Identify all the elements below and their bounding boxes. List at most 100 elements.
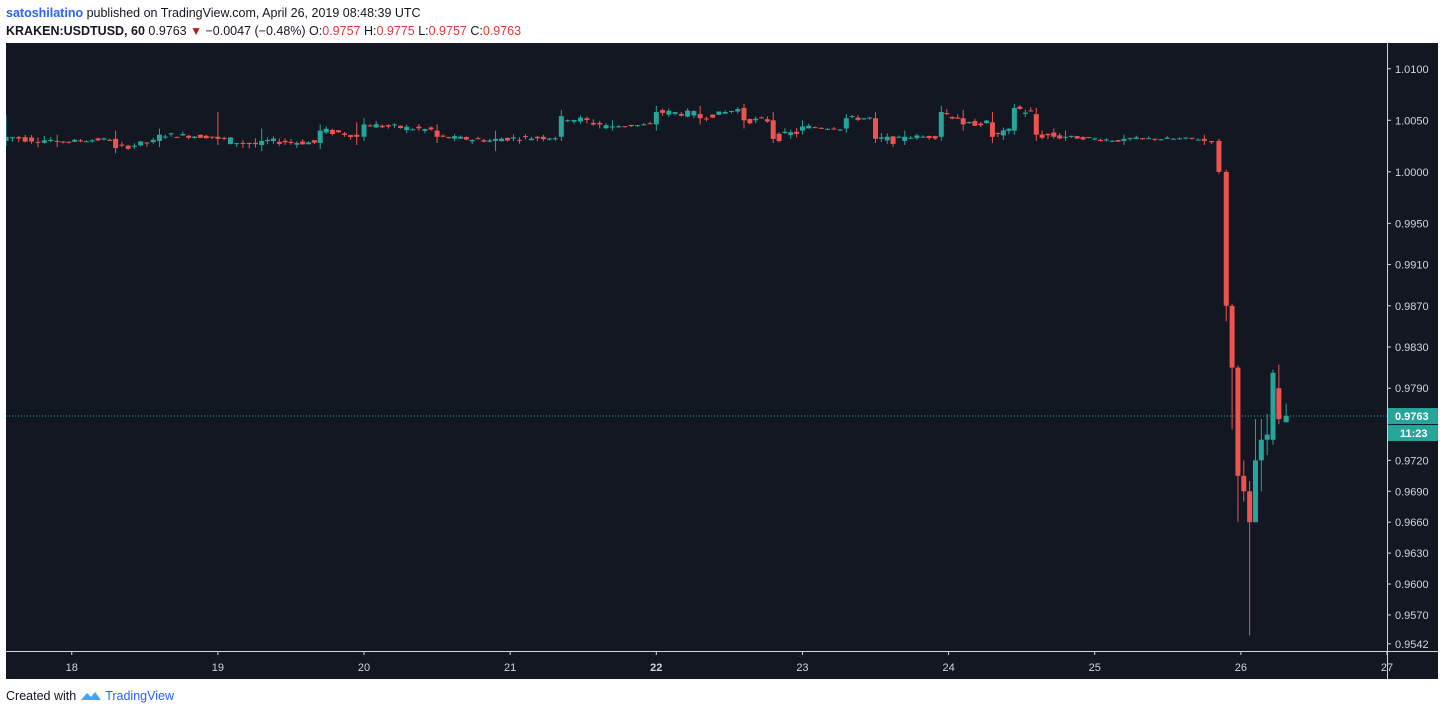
candle-down (446, 137, 452, 139)
y-tick-label: 0.9910 (1395, 260, 1429, 272)
candle-down (1241, 475, 1247, 492)
y-tick-label: 0.9690 (1395, 486, 1429, 498)
candle-up (227, 137, 233, 145)
y-tick-label: 0.9600 (1395, 579, 1429, 591)
candle-down (335, 130, 341, 133)
candle-down (1140, 138, 1146, 140)
candle-up (361, 124, 367, 137)
candle-up (168, 133, 174, 135)
candle-down (759, 117, 765, 119)
candle-down (540, 136, 546, 140)
candle-down (678, 113, 684, 116)
candle-down (1098, 139, 1104, 141)
tradingview-brand[interactable]: TradingView (80, 689, 174, 703)
down-arrow-icon: ▼ (190, 24, 202, 38)
candle-down (22, 137, 28, 142)
countdown-badge (1388, 425, 1438, 442)
candle-down (1201, 138, 1207, 141)
candle-down (812, 127, 818, 129)
candle-up (259, 140, 265, 146)
chart-background (6, 43, 1438, 679)
candle-down (119, 144, 125, 146)
candle-down (1080, 137, 1086, 140)
candle-up (1146, 138, 1152, 140)
candle-down (428, 127, 434, 130)
candlestick-chart[interactable]: 1.0100 1.0050 1.0000 0.9950 0.9910 0.9870 0.98… (6, 43, 1438, 679)
candle-down (475, 138, 481, 140)
candle-up (685, 110, 691, 117)
candle-down (379, 125, 385, 128)
price-change: −0.0047 (−0.48%) (205, 24, 306, 38)
candle-down (1189, 137, 1195, 139)
publish-line: satoshilatino published on TradingView.c… (6, 4, 521, 22)
y-tick-label: 0.9950 (1395, 218, 1429, 230)
candle-up (1062, 136, 1068, 138)
candle-down (1152, 138, 1158, 140)
candle-up (843, 118, 849, 129)
candle-down (1276, 388, 1282, 420)
x-tick-label: 24 (942, 662, 954, 674)
symbol-label: KRAKEN:USDTUSD, 60 (6, 24, 145, 38)
candle-up (938, 112, 944, 137)
candle-up (565, 120, 571, 122)
candle-up (89, 140, 95, 142)
candle-down (1115, 140, 1121, 142)
candle-down (174, 136, 180, 138)
candle-up (735, 109, 741, 112)
candle-up (914, 135, 920, 139)
candle-up (1195, 139, 1201, 141)
open-label: O: (309, 24, 323, 38)
candle-down (989, 122, 995, 137)
candle-up (984, 120, 990, 124)
candle-up (653, 112, 659, 125)
candle-up (558, 116, 564, 137)
candle-up (1022, 112, 1028, 114)
candle-down (209, 136, 215, 138)
last-price-badge (1388, 408, 1438, 425)
candle-up (469, 139, 475, 142)
candle-down (794, 131, 800, 134)
candle-down (955, 117, 961, 119)
candle-down (597, 123, 603, 125)
candle-up (672, 112, 678, 114)
candle-up (162, 136, 168, 138)
candle-down (1086, 137, 1092, 139)
candle-down (890, 136, 896, 144)
x-tick-label: 25 (1089, 662, 1101, 674)
candle-up (691, 111, 697, 116)
x-tick-label: 20 (358, 662, 370, 674)
candle-down (1074, 136, 1080, 139)
candle-down (522, 136, 528, 138)
candle-down (818, 127, 824, 129)
y-tick-label: 1.0100 (1395, 64, 1429, 76)
candle-down (960, 118, 966, 125)
candle-down (741, 107, 747, 121)
candle-down (288, 141, 294, 143)
candle-down (29, 137, 35, 142)
candle-down (590, 122, 596, 125)
candle-up (641, 124, 647, 126)
candle-down (516, 139, 522, 141)
candle-down (770, 120, 776, 139)
x-tick-label: 22 (650, 662, 662, 674)
chart-area[interactable]: 1.0100 1.0050 1.0000 0.9950 0.9910 0.9870 0.98… (6, 43, 1438, 679)
y-tick-label: 1.0000 (1395, 167, 1429, 179)
high-label: H: (363, 24, 377, 38)
author-link[interactable]: satoshilatino (6, 6, 84, 20)
candle-down (1045, 133, 1051, 136)
candle-down (60, 141, 66, 143)
candle-down (221, 137, 227, 139)
candle-down (348, 135, 354, 137)
candle-up (1121, 138, 1127, 141)
candle-up (1258, 439, 1264, 461)
low-value: 0.9757 (428, 24, 467, 38)
candle-up (920, 136, 926, 138)
candle-up (603, 125, 609, 129)
candle-up (1252, 460, 1258, 523)
candle-down (276, 141, 282, 144)
candle-up (1264, 434, 1270, 440)
candle-down (926, 135, 932, 139)
candle-up (884, 136, 890, 141)
y-tick-label: 1.0050 (1395, 115, 1429, 127)
candle-up (294, 142, 300, 145)
